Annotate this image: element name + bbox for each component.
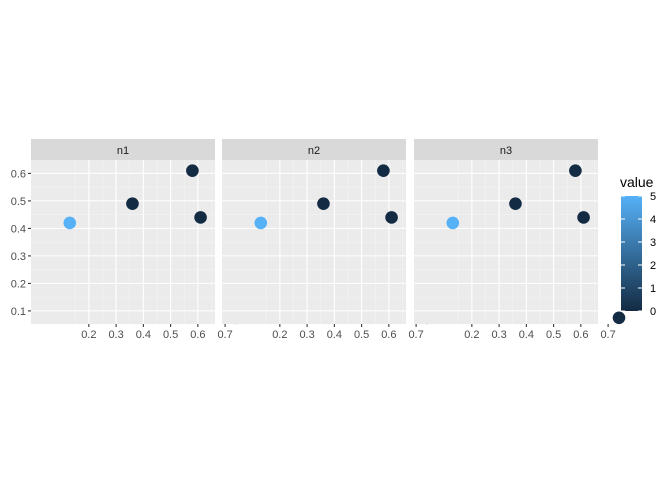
legend-label: 3	[650, 237, 656, 249]
legend-title: value	[620, 174, 654, 190]
x-tick-label: 0.7	[217, 329, 232, 341]
data-point	[377, 164, 390, 177]
y-tick-label: 0.1	[11, 306, 26, 318]
facet-panel-n1: n1 0.2 0.3 0.4 0.5 0.6 0.7	[31, 139, 243, 341]
data-point	[612, 311, 626, 325]
facet-strip	[414, 139, 598, 160]
x-tick-label: 0.2	[272, 329, 287, 341]
facet-strip-label: n2	[308, 145, 320, 157]
y-tick-label: 0.2	[11, 278, 26, 290]
y-tick-label: 0.4	[11, 223, 26, 235]
facet-strip-label: n1	[117, 145, 129, 157]
x-tick-label: 0.5	[163, 329, 178, 341]
x-tick-label: 0.6	[381, 329, 396, 341]
legend-label: 2	[650, 260, 656, 272]
data-point	[577, 211, 590, 224]
data-point	[194, 211, 207, 224]
legend-label: 1	[650, 283, 656, 295]
legend-colorbar	[621, 196, 642, 311]
legend-label: 5	[650, 191, 656, 203]
facet-panel-n3: n3 0.2 0.3 0.4 0.5 0.6 0.7	[414, 139, 626, 341]
x-tick-label: 0.5	[354, 329, 369, 341]
data-point	[186, 164, 199, 177]
legend-label: 4	[650, 214, 656, 226]
x-tick-label: 0.6	[573, 329, 588, 341]
facet-strip	[222, 139, 406, 160]
x-tick-label: 0.4	[327, 329, 342, 341]
x-tick-label: 0.3	[299, 329, 314, 341]
y-tick-label: 0.5	[11, 196, 26, 208]
y-tick-label: 0.6	[11, 168, 26, 180]
x-tick-label: 0.7	[600, 329, 615, 341]
data-point	[569, 164, 582, 177]
data-point	[63, 216, 77, 230]
x-tick-label: 0.3	[491, 329, 506, 341]
x-tick-label: 0.6	[190, 329, 205, 341]
data-point	[509, 197, 522, 210]
x-tick-label: 0.2	[81, 329, 96, 341]
x-tick-label: 0.3	[108, 329, 123, 341]
y-tick-label: 0.3	[11, 251, 26, 263]
x-tick-label: 0.2	[464, 329, 479, 341]
data-point	[385, 211, 398, 224]
facet-strip-label: n3	[500, 145, 512, 157]
facet-panel-n2: n2 0.2 0.3 0.4 0.5 0.6 0.7	[222, 139, 434, 341]
x-tick-label: 0.5	[546, 329, 561, 341]
legend-label: 0	[650, 306, 656, 318]
data-point	[446, 216, 460, 230]
x-tick-label: 0.4	[519, 329, 534, 341]
data-point	[317, 197, 330, 210]
x-tick-label: 0.7	[408, 329, 423, 341]
color-legend: value 0 1 2 3 4 5	[620, 174, 656, 318]
data-point	[254, 216, 268, 230]
data-point	[126, 197, 139, 210]
facet-strip	[31, 139, 215, 160]
y-axis: 0.1 0.2 0.3 0.4 0.5 0.6	[11, 168, 31, 318]
x-tick-label: 0.4	[136, 329, 151, 341]
